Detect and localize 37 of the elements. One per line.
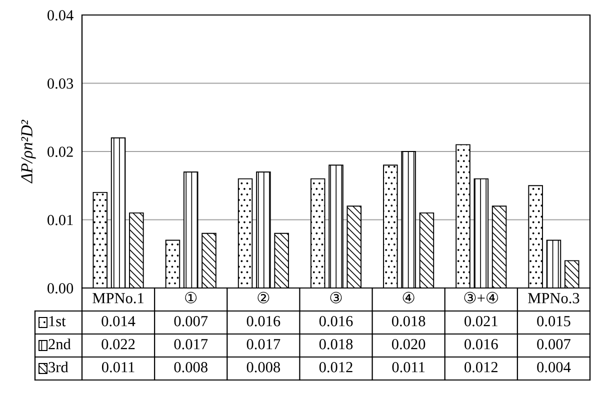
legend-label: 1st: [49, 316, 66, 326]
y-tick-label: 0.00: [48, 283, 74, 294]
legend-label: 3rd: [48, 362, 68, 372]
y-tick-label: 0.04: [48, 10, 74, 21]
legend-label: 2nd: [48, 338, 71, 350]
y-tick-label: 0.02: [48, 146, 73, 158]
data-label: 0.014: [102, 316, 136, 326]
data-label: 0.018: [319, 339, 353, 350]
x-tick-label: ②: [258, 292, 270, 304]
y-axis-title: ΔP/ρn²D²: [21, 120, 36, 184]
x-tick-label: MPNo.3: [528, 293, 580, 304]
data-label: 0.016: [464, 339, 498, 350]
y-tick-label: 0.03: [48, 78, 74, 89]
data-label: 0.016: [319, 316, 353, 326]
data-label: 0.007: [174, 316, 208, 326]
data-label: 0.011: [102, 362, 134, 372]
data-label: 0.008: [246, 362, 280, 372]
x-tick-label: ③+④: [464, 292, 498, 304]
data-label: 0.007: [537, 339, 570, 350]
data-label: 0.012: [464, 362, 498, 372]
data-label: 0.017: [246, 339, 280, 350]
data-label: 0.015: [537, 316, 570, 326]
x-tick-label: MPNo.1: [92, 293, 144, 304]
x-tick-label: ①: [185, 292, 197, 304]
data-label: 0.008: [174, 362, 208, 372]
x-tick-label: ④: [402, 292, 414, 304]
data-label: 0.012: [319, 362, 352, 372]
y-tick-label: 0.01: [48, 214, 73, 226]
data-label: 0.021: [464, 316, 498, 326]
data-label: 0.016: [246, 316, 280, 326]
data-label: 0.022: [102, 339, 135, 350]
data-label: 0.020: [392, 339, 426, 350]
data-label: 0.018: [392, 316, 426, 326]
data-label: 0.004: [537, 362, 571, 372]
x-tick-label: ③: [330, 292, 342, 304]
data-label: 0.017: [174, 339, 208, 350]
data-label: 0.011: [392, 362, 425, 372]
